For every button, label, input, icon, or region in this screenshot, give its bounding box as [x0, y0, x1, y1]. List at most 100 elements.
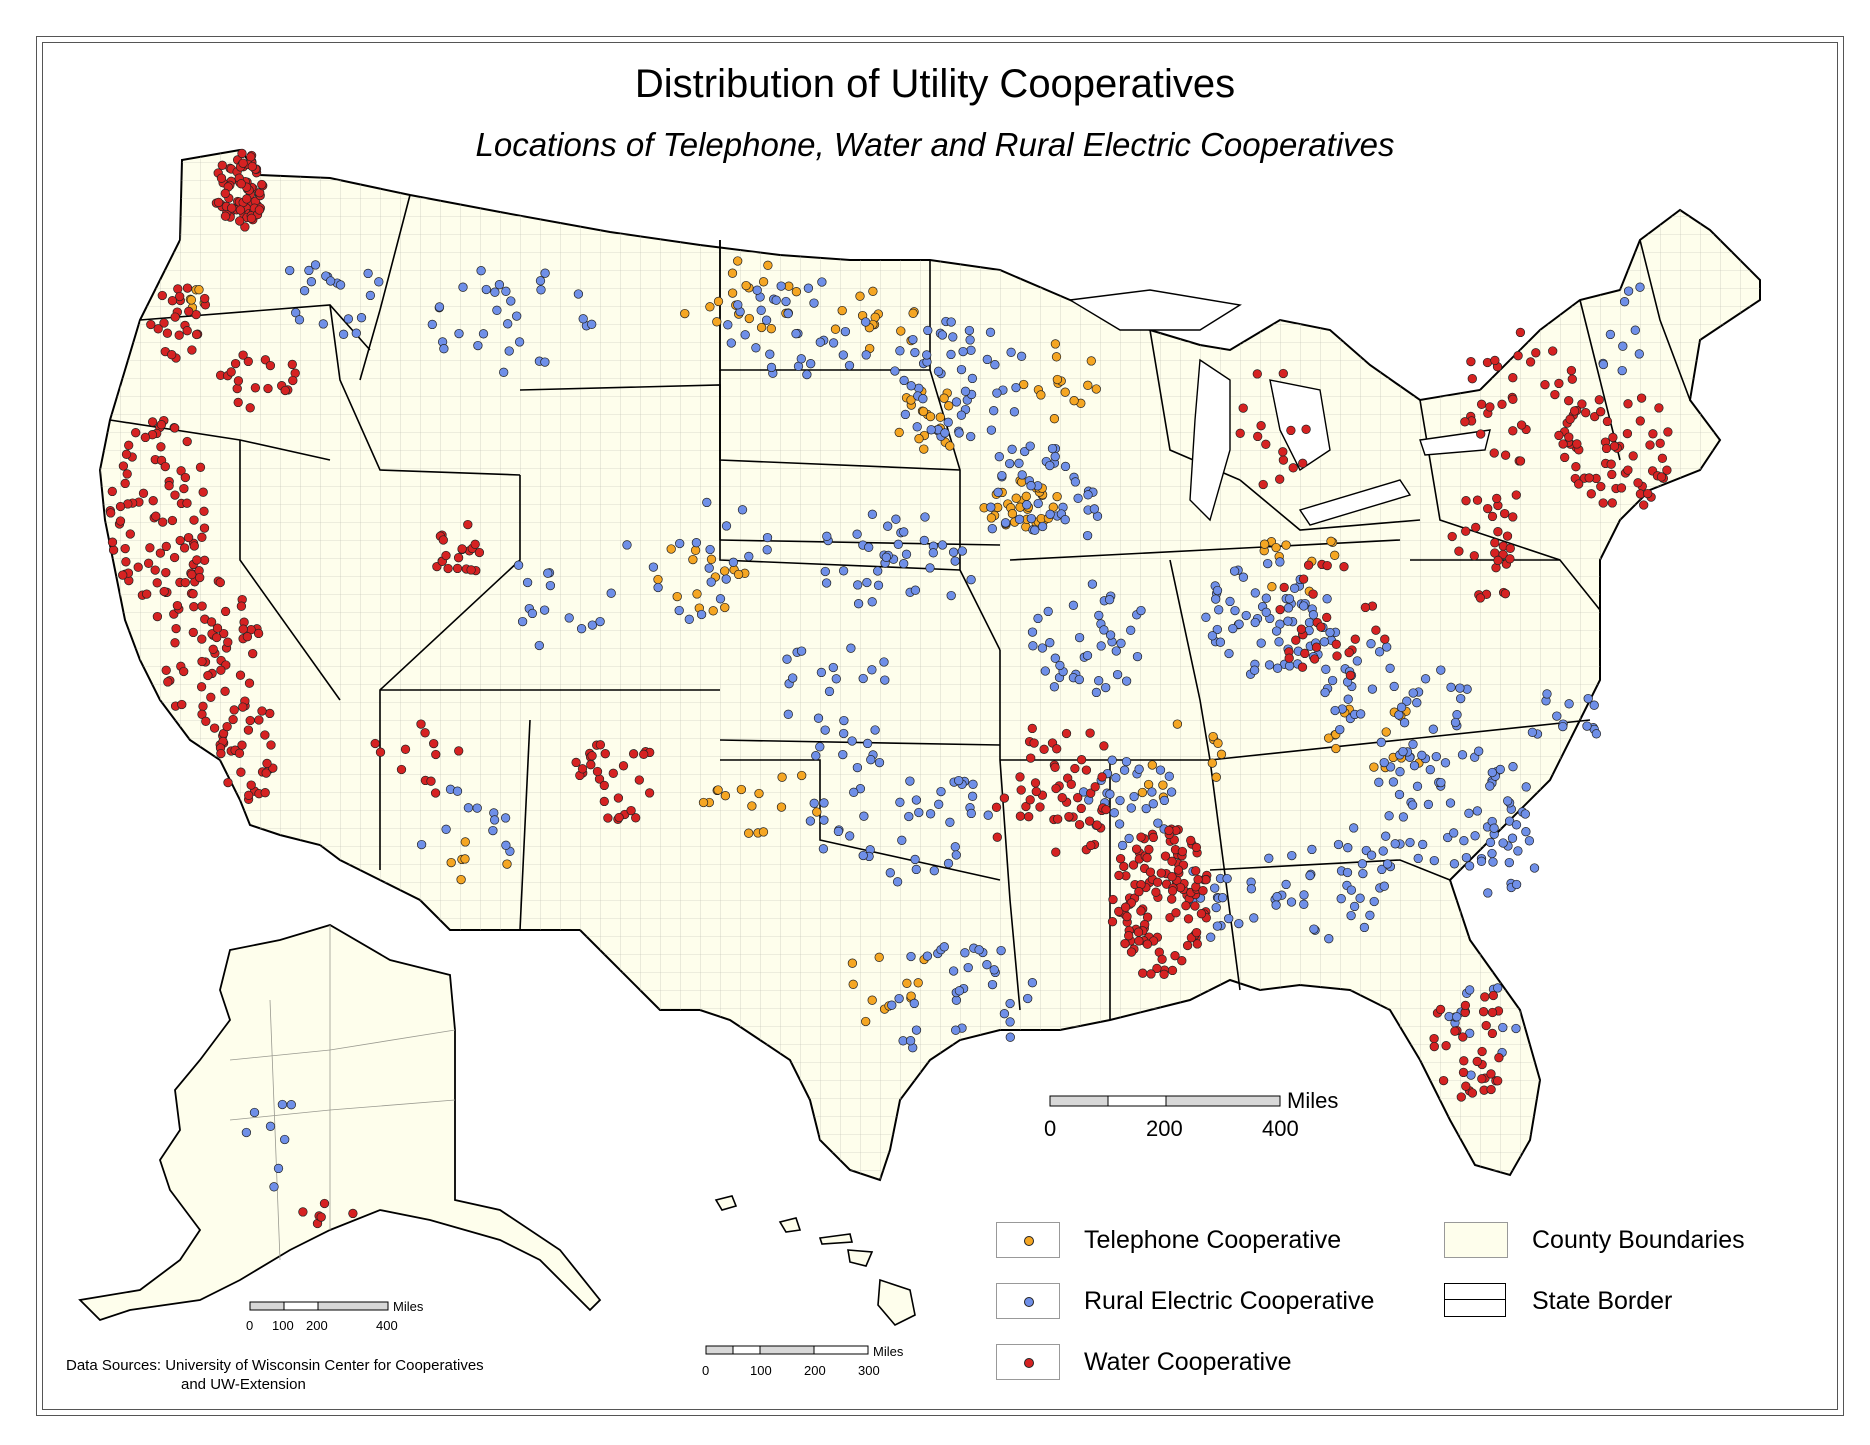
water-cooperative-point	[1171, 908, 1181, 918]
rural-electric-cooperative-point	[286, 1100, 296, 1110]
water-cooperative-point	[236, 601, 247, 611]
rural-electric-cooperative-point	[1304, 617, 1315, 628]
rural-electric-cooperative-point	[845, 831, 855, 841]
water-cooperative-point	[163, 677, 173, 687]
water-cooperative-point	[1606, 459, 1616, 469]
rural-electric-cooperative-point	[1349, 823, 1359, 833]
main-scale-tick-0: 0	[1044, 1116, 1056, 1141]
rural-electric-cooperative-point	[540, 357, 550, 367]
water-cooperative-point	[148, 496, 158, 506]
rural-electric-cooperative-point	[943, 858, 954, 869]
water-cooperative-point	[236, 179, 246, 189]
hawaii-kauai	[714, 1195, 738, 1211]
rural-electric-cooperative-point	[1418, 839, 1428, 850]
water-cooperative-point	[1177, 846, 1188, 857]
alaska-scale-bar: Miles 0 100 200 400	[246, 1299, 424, 1333]
rural-electric-cooperative-point	[997, 470, 1007, 481]
rural-electric-cooperative-point	[1472, 806, 1483, 816]
telephone-cooperative-point	[1158, 780, 1168, 790]
rural-electric-cooperative-point	[911, 1025, 922, 1035]
water-cooperative-point	[1622, 428, 1633, 439]
rural-electric-cooperative-point	[356, 313, 367, 323]
rural-electric-cooperative-point	[950, 556, 960, 566]
telephone-cooperative-point	[712, 317, 722, 327]
rural-electric-cooperative-point	[1126, 803, 1136, 813]
rural-electric-cooperative-point	[1299, 890, 1309, 900]
water-cooperative-point	[1550, 389, 1560, 400]
rural-electric-cooperative-point	[1026, 481, 1036, 491]
legend-swatch-rural-electric	[996, 1283, 1060, 1319]
water-cooperative-point	[1183, 914, 1194, 924]
water-cooperative-point	[1027, 723, 1037, 734]
rural-electric-cooperative-point	[986, 502, 996, 512]
rural-electric-cooperative-point	[277, 1099, 288, 1110]
water-cooperative-point	[236, 767, 246, 777]
rural-electric-cooperative-point	[1124, 833, 1134, 844]
rural-electric-cooperative-point	[452, 786, 463, 796]
rural-electric-cooperative-point	[1141, 803, 1151, 814]
rural-electric-cooperative-point	[1261, 607, 1271, 617]
rural-electric-cooperative-point	[374, 277, 384, 287]
rural-electric-cooperative-point	[1212, 585, 1223, 596]
rural-electric-cooperative-point	[1159, 795, 1170, 806]
rural-electric-cooperative-point	[948, 332, 958, 342]
rural-electric-cooperative-point	[1299, 899, 1309, 909]
telephone-cooperative-point	[1216, 749, 1227, 759]
water-cooperative-point	[215, 577, 225, 588]
rural-electric-cooperative-point	[906, 381, 916, 391]
telephone-cooperative-point	[763, 260, 773, 270]
rural-electric-cooperative-point	[1352, 656, 1362, 666]
rural-electric-cooperative-point	[783, 308, 793, 319]
hawaii-scale-tick-100: 100	[750, 1363, 772, 1378]
water-cooperative-point	[453, 553, 464, 563]
rural-electric-cooperative-point	[704, 563, 714, 573]
rural-electric-cooperative-point	[1026, 513, 1036, 524]
telephone-cooperative-point	[733, 256, 743, 266]
water-cooperative-point	[175, 535, 185, 546]
rural-electric-cooperative-point	[951, 850, 961, 860]
water-cooperative-point	[1467, 1088, 1478, 1098]
rural-electric-cooperative-point	[1045, 509, 1055, 519]
rural-electric-cooperative-point	[985, 327, 996, 337]
rural-electric-cooperative-point	[788, 673, 798, 683]
rural-electric-cooperative-point	[1617, 365, 1627, 376]
water-cooperative-point	[1076, 755, 1087, 765]
rural-electric-cooperative-point	[1017, 470, 1027, 480]
telephone-cooperative-point	[855, 291, 865, 301]
telephone-cooperative-point	[705, 302, 715, 312]
water-cooperative-point	[1030, 778, 1041, 788]
water-cooperative-point	[230, 358, 241, 369]
rural-electric-cooperative-point	[897, 835, 907, 845]
water-cooperative-point	[233, 397, 243, 408]
water-cooperative-point	[1235, 428, 1245, 438]
rural-electric-cooperative-point	[441, 824, 451, 834]
rural-electric-cooperative-point	[956, 364, 967, 375]
data-source-note: Data Sources: University of Wisconsin Ce…	[66, 1356, 484, 1394]
water-cooperative-point	[1616, 483, 1627, 493]
rural-electric-cooperative-point	[761, 315, 772, 325]
water-cooperative-point	[257, 706, 267, 716]
water-cooperative-point	[120, 478, 130, 489]
water-cooperative-point	[1057, 793, 1067, 803]
rural-electric-cooperative-point	[1023, 993, 1033, 1004]
rural-electric-cooperative-point	[733, 300, 743, 310]
water-cooperative-point	[375, 747, 386, 757]
rural-electric-cooperative-point	[966, 345, 976, 355]
rural-electric-cooperative-point	[933, 366, 944, 376]
rural-electric-cooperative-point	[1281, 879, 1291, 890]
rural-electric-cooperative-point	[363, 268, 373, 279]
water-cooperative-point	[416, 719, 426, 729]
rural-electric-cooperative-point	[1006, 347, 1016, 357]
water-cooperative-point	[1101, 804, 1111, 815]
rural-electric-cooperative-point	[983, 810, 993, 820]
water-cooperative-point	[131, 428, 141, 438]
water-cooperative-point	[1136, 832, 1146, 842]
water-cooperative-point	[420, 728, 430, 738]
rural-electric-cooperative-point	[1465, 985, 1475, 995]
telephone-cooperative-point	[688, 554, 698, 565]
rural-electric-cooperative-point	[1520, 809, 1530, 819]
alaska-land	[78, 924, 602, 1322]
water-cooperative-point	[203, 670, 213, 681]
water-cooperative-point	[1380, 634, 1390, 644]
rural-electric-cooperative-point	[1635, 282, 1645, 292]
